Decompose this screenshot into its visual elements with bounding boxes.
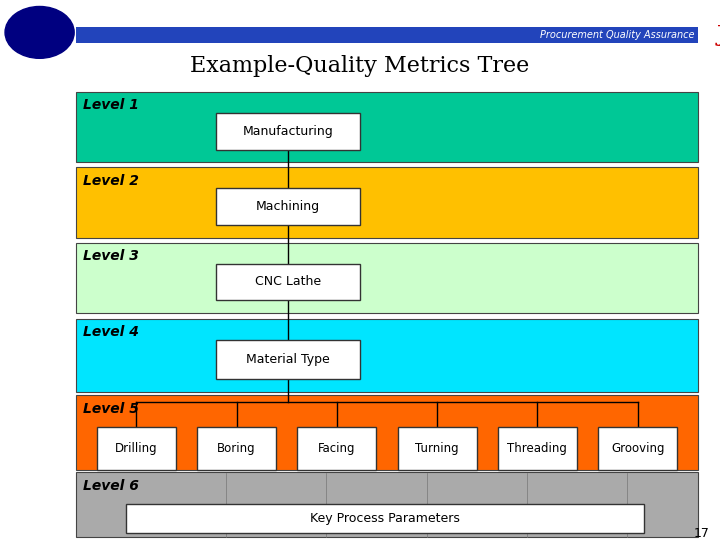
Bar bbox=[76, 92, 698, 162]
Bar bbox=[498, 427, 577, 470]
Bar bbox=[397, 427, 477, 470]
Bar bbox=[216, 188, 360, 225]
Text: Threading: Threading bbox=[508, 442, 567, 455]
Text: Example-Quality Metrics Tree: Example-Quality Metrics Tree bbox=[190, 55, 530, 77]
Bar bbox=[76, 27, 698, 43]
Bar bbox=[216, 113, 360, 150]
Text: CNC Lathe: CNC Lathe bbox=[255, 275, 321, 288]
Bar bbox=[297, 427, 377, 470]
Text: Level 5: Level 5 bbox=[83, 402, 139, 416]
Text: Grooving: Grooving bbox=[611, 442, 665, 455]
Bar bbox=[598, 427, 678, 470]
Text: Procurement Quality Assurance: Procurement Quality Assurance bbox=[540, 30, 695, 40]
Text: Level 1: Level 1 bbox=[83, 98, 139, 112]
Text: Manufacturing: Manufacturing bbox=[243, 125, 333, 138]
Bar bbox=[197, 427, 276, 470]
Text: Machining: Machining bbox=[256, 200, 320, 213]
Text: Drilling: Drilling bbox=[115, 442, 158, 455]
Bar bbox=[126, 503, 644, 534]
Text: 17: 17 bbox=[693, 527, 709, 540]
Text: JPL: JPL bbox=[716, 24, 720, 46]
Bar bbox=[96, 427, 176, 470]
Text: Level 6: Level 6 bbox=[83, 479, 139, 493]
Text: Material Type: Material Type bbox=[246, 353, 330, 366]
Bar bbox=[76, 243, 698, 313]
Text: Facing: Facing bbox=[318, 442, 356, 455]
Text: NASA: NASA bbox=[24, 28, 55, 37]
Bar bbox=[216, 264, 360, 300]
Bar bbox=[76, 319, 698, 392]
Text: Boring: Boring bbox=[217, 442, 256, 455]
Circle shape bbox=[5, 6, 74, 58]
Bar bbox=[216, 340, 360, 379]
Text: Level 2: Level 2 bbox=[83, 174, 139, 188]
Text: Level 4: Level 4 bbox=[83, 325, 139, 339]
Bar bbox=[76, 472, 698, 537]
Text: Level 3: Level 3 bbox=[83, 249, 139, 264]
Bar bbox=[76, 395, 698, 470]
Bar bbox=[76, 167, 698, 238]
Text: Key Process Parameters: Key Process Parameters bbox=[310, 512, 460, 525]
Text: Turning: Turning bbox=[415, 442, 459, 455]
